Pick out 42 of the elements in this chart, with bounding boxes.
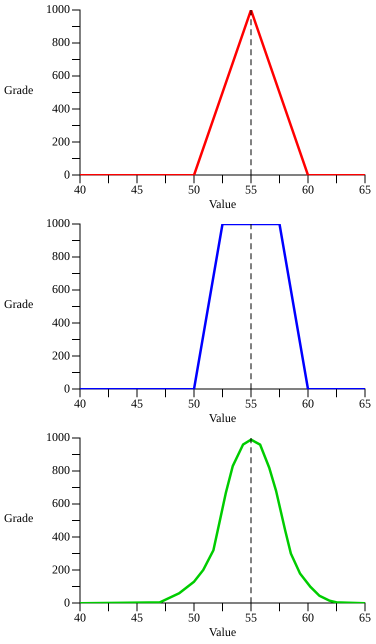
x-tick-label: 55 [245, 396, 257, 411]
y-tick-label: 200 [52, 562, 70, 576]
x-tick-label: 50 [188, 182, 200, 197]
x-tick-label: 65 [359, 182, 371, 197]
x-tick-label: 40 [74, 610, 86, 625]
x-tick-label: 45 [131, 396, 143, 411]
y-tick-label: 600 [52, 496, 70, 510]
x-tick-label: 45 [131, 182, 143, 197]
x-tick-label: 45 [131, 610, 143, 625]
y-tick-label: 200 [52, 348, 70, 362]
y-tick-label: 0 [64, 381, 70, 396]
y-tick-label: 200 [52, 134, 70, 148]
x-axis-title: Value [208, 410, 236, 425]
y-tick-label: 0 [64, 167, 70, 182]
y-tick-label: 800 [52, 463, 70, 478]
y-tick-label: 400 [52, 101, 70, 116]
y-tick-label: 1000 [46, 216, 70, 230]
y-tick-label: 1000 [46, 2, 70, 16]
x-tick-label: 60 [302, 182, 314, 197]
y-tick-label: 1000 [46, 430, 70, 444]
y-tick-label: 400 [52, 315, 70, 330]
y-tick-label: 600 [52, 282, 70, 296]
y-tick-label: 800 [52, 249, 70, 264]
y-axis-title: Grade [4, 82, 34, 97]
y-tick-label: 800 [52, 35, 70, 50]
y-tick-label: 0 [64, 595, 70, 610]
y-tick-label: 600 [52, 68, 70, 82]
y-axis-title: Grade [4, 510, 34, 525]
x-tick-label: 65 [359, 610, 371, 625]
x-tick-label: 55 [245, 610, 257, 625]
x-tick-label: 40 [74, 182, 86, 197]
x-tick-label: 50 [188, 610, 200, 625]
x-tick-label: 60 [302, 610, 314, 625]
x-tick-label: 65 [359, 396, 371, 411]
x-tick-label: 60 [302, 396, 314, 411]
x-axis-title: Value [208, 624, 236, 639]
x-tick-label: 40 [74, 396, 86, 411]
x-tick-label: 55 [245, 182, 257, 197]
x-tick-label: 50 [188, 396, 200, 411]
y-tick-label: 400 [52, 529, 70, 544]
x-axis-title: Value [208, 196, 236, 211]
y-axis-title: Grade [4, 296, 34, 311]
